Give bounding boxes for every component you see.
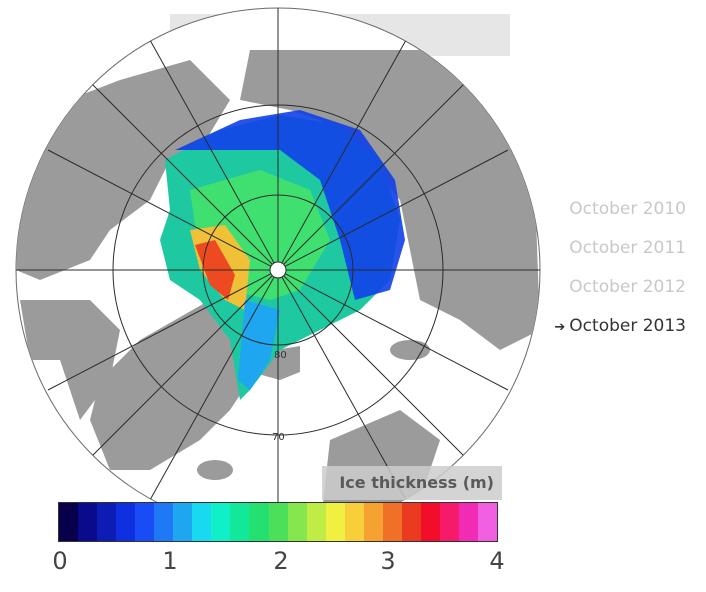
colorbar-segment — [249, 503, 269, 541]
legend-item-2011[interactable]: October 2011 — [540, 229, 700, 268]
colorbar-segment — [382, 503, 402, 541]
colorbar-tick-0: 0 — [52, 547, 68, 575]
year-legend: October 2010 October 2011 October 2012 ➔… — [540, 190, 700, 346]
colorbar-segment — [478, 503, 498, 541]
colorbar-segment — [268, 503, 288, 541]
legend-label: October 2013 — [569, 316, 686, 336]
colorbar-tick-3: 3 — [380, 547, 396, 575]
colorbar-tick-1: 1 — [162, 547, 178, 575]
legend-item-2012[interactable]: October 2012 — [540, 268, 700, 307]
colorbar-segment — [401, 503, 421, 541]
latitude-label-70: 70 — [272, 432, 285, 443]
colorbar-segment — [135, 503, 155, 541]
colorbar-segment — [173, 503, 193, 541]
colorbar-segment — [230, 503, 250, 541]
arrow-right-icon: ➔ — [554, 320, 566, 335]
legend-item-2010[interactable]: October 2010 — [540, 190, 700, 229]
colorbar — [58, 502, 498, 542]
legend-label: October 2011 — [569, 238, 686, 258]
colorbar-segment — [458, 503, 479, 541]
colorbar-segment — [211, 503, 231, 541]
colorbar-segment — [420, 503, 440, 541]
colorbar-segment — [306, 503, 326, 541]
colorbar-segment — [363, 503, 383, 541]
colorbar-segment — [325, 503, 345, 541]
north-pole-marker — [269, 261, 287, 279]
legend-label: October 2012 — [569, 277, 686, 297]
colorbar-segment — [97, 503, 117, 541]
legend-item-2013[interactable]: ➔ October 2013 — [540, 307, 700, 346]
colorbar-title: Ice thickness (m) — [322, 466, 502, 500]
colorbar-segment — [59, 503, 79, 541]
colorbar-segment — [154, 503, 174, 541]
colorbar-segment — [192, 503, 212, 541]
colorbar-segment — [287, 503, 307, 541]
colorbar-tick-4: 4 — [489, 547, 505, 575]
colorbar-segment — [78, 503, 98, 541]
legend-label: October 2010 — [569, 199, 686, 219]
latitude-label-80: 80 — [274, 350, 287, 361]
colorbar-tick-2: 2 — [273, 547, 289, 575]
colorbar-segment — [116, 503, 136, 541]
colorbar-segment — [344, 503, 364, 541]
colorbar-segment — [439, 503, 459, 541]
